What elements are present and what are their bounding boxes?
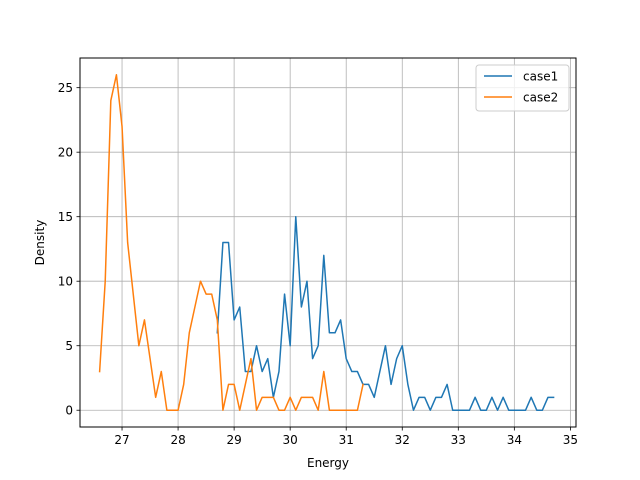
y-tick-label: 15: [58, 210, 73, 224]
x-tick-label: 30: [283, 433, 298, 447]
x-tick-label: 27: [114, 433, 129, 447]
y-tick-label: 5: [65, 339, 73, 353]
series-layer: [98, 74, 555, 411]
grid: [80, 58, 576, 427]
x-tick-label: 34: [507, 433, 522, 447]
y-tick-label: 25: [58, 81, 73, 95]
y-tick-label: 20: [58, 146, 73, 160]
legend-label-case2: case2: [523, 91, 558, 105]
legend-label-case1: case1: [523, 70, 558, 84]
x-tick-label: 35: [563, 433, 578, 447]
x-tick-label: 31: [339, 433, 354, 447]
legend: case1 case2: [475, 64, 570, 112]
y-tick-label: 10: [58, 275, 73, 289]
plot-frame: [79, 57, 577, 428]
y-tick-label: 0: [65, 404, 73, 418]
x-axis-label: Energy: [307, 456, 349, 470]
x-tick-label: 29: [226, 433, 241, 447]
series-line-case2: [98, 74, 364, 411]
x-tick-label: 28: [170, 433, 185, 447]
y-axis-label: Density: [33, 220, 47, 266]
x-tick-label: 32: [395, 433, 410, 447]
y-axis: 0 5 10 15 20 25: [58, 81, 80, 418]
x-axis: 27 28 29 30 31 32 33 34 35: [114, 427, 578, 447]
x-tick-label: 33: [451, 433, 466, 447]
